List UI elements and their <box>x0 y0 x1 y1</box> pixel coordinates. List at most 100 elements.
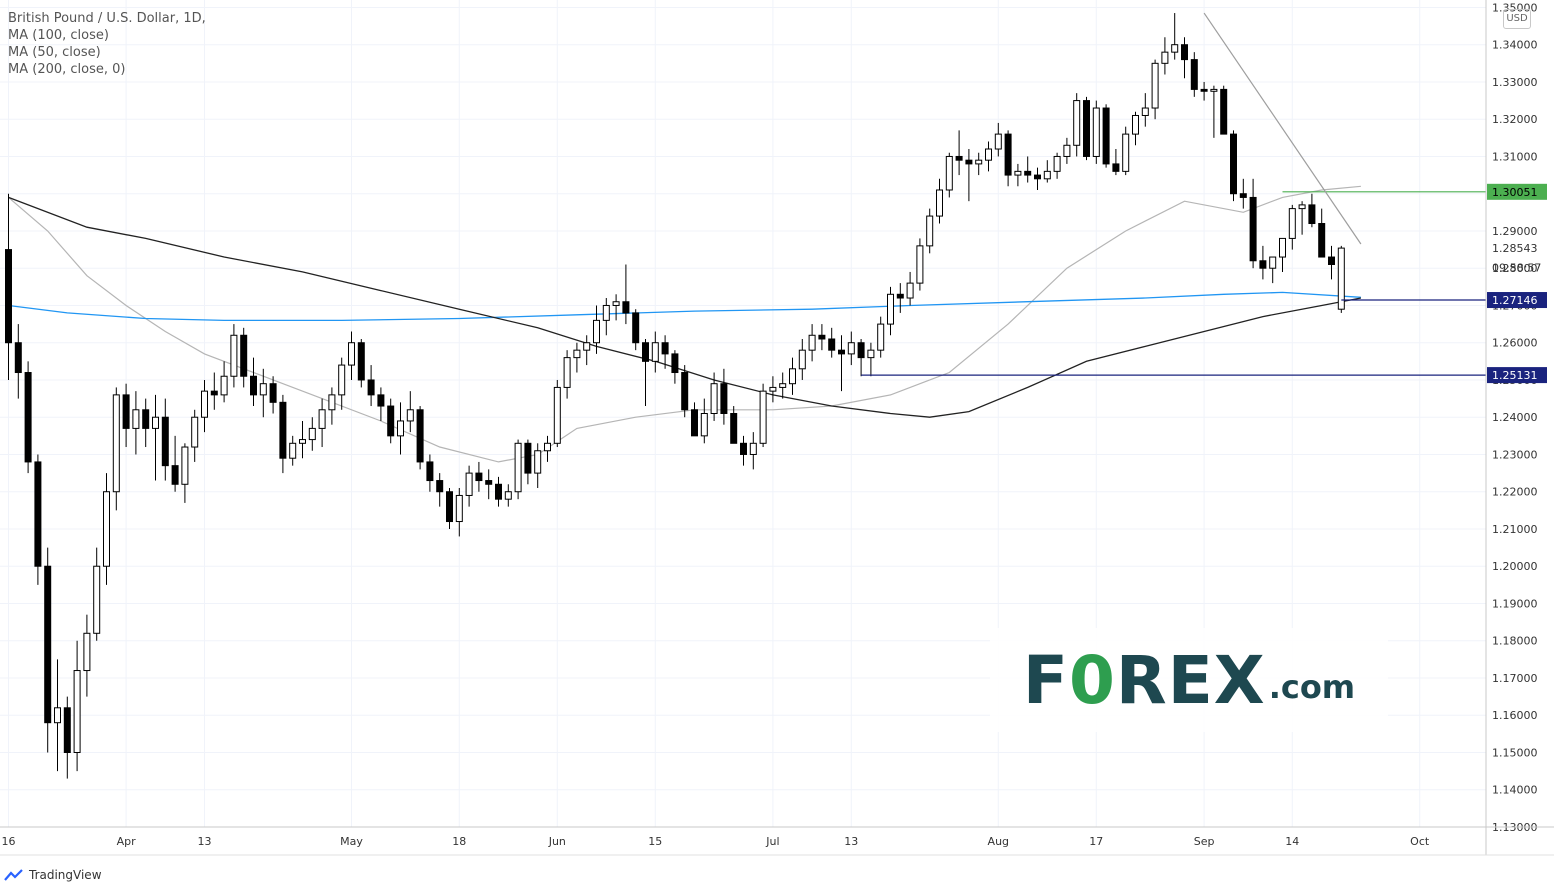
x-tick-label: Jul <box>765 835 779 848</box>
x-tick-label: Sep <box>1194 835 1215 848</box>
candle-body-up <box>779 383 787 388</box>
candle-body-down <box>1034 174 1041 180</box>
candle <box>357 338 365 388</box>
candle <box>191 409 199 462</box>
candle-body-up <box>906 282 914 299</box>
candle <box>93 547 101 641</box>
legend-title: British Pound / U.S. Dollar, 1D, <box>8 11 206 26</box>
candle <box>1337 245 1345 313</box>
candle-body-up <box>259 383 267 396</box>
y-tick-label: 1.33000 <box>1492 76 1538 89</box>
candle-body-up <box>112 394 120 493</box>
candle-body-up <box>299 439 306 444</box>
candle-body-up <box>230 334 238 377</box>
candle <box>397 402 404 455</box>
candle-body-down <box>1239 193 1247 198</box>
candle-body-up <box>1043 170 1051 180</box>
candle-body-up <box>406 409 414 422</box>
candle <box>1308 193 1316 228</box>
y-tick-label: 1.21000 <box>1492 523 1538 536</box>
y-tick-label: 1.14000 <box>1492 784 1538 797</box>
candle <box>436 473 444 507</box>
candle-body-up <box>348 342 355 366</box>
candle-body-up <box>1161 51 1169 64</box>
currency-button[interactable]: USD <box>1503 9 1531 29</box>
watermark-brand: F0REX <box>1022 641 1266 719</box>
candle-body-down <box>269 383 277 403</box>
candle <box>573 342 581 373</box>
candle <box>465 465 473 507</box>
y-tick-label: 1.23000 <box>1492 448 1538 461</box>
tradingview-footer[interactable]: TradingView <box>4 864 102 886</box>
candle-body-up <box>504 491 512 500</box>
candle-body-up <box>1141 107 1149 116</box>
candle-body-up <box>1053 155 1061 172</box>
candle-body-up <box>465 472 473 496</box>
forex-watermark: F0REX .com <box>990 628 1388 732</box>
candle <box>534 443 542 489</box>
candle <box>779 372 787 399</box>
candle-body-up <box>887 293 894 325</box>
candle-body-down <box>436 480 444 493</box>
legend: British Pound / U.S. Dollar, 1D, MA (100… <box>8 10 206 78</box>
candle <box>455 488 463 537</box>
candle-body-up <box>759 390 767 444</box>
y-tick-label: 1.34000 <box>1492 39 1538 52</box>
y-tick-label: 1.16000 <box>1492 709 1538 722</box>
candle <box>1053 152 1061 179</box>
candle <box>446 488 453 529</box>
candle <box>857 338 865 377</box>
candle <box>406 391 414 433</box>
candle <box>122 383 130 448</box>
candle-body-up <box>220 375 228 396</box>
candle-body-down <box>681 372 689 411</box>
candle-body-up <box>1151 62 1159 109</box>
candle <box>1239 178 1247 209</box>
candle-body-up <box>1063 144 1071 157</box>
candle <box>1083 96 1090 161</box>
candle <box>906 271 914 306</box>
candle <box>142 398 150 448</box>
candle-body-up <box>710 383 718 415</box>
candle <box>661 335 669 369</box>
candle <box>994 122 1002 157</box>
candle <box>877 316 885 358</box>
candle-body-down <box>63 707 71 753</box>
candle-body-up <box>514 442 522 493</box>
candle <box>54 659 61 772</box>
candle <box>1004 130 1012 187</box>
candle <box>1298 201 1306 235</box>
candle-body-up <box>338 364 346 396</box>
moving-averages <box>8 185 1362 463</box>
candle-body-up <box>789 368 796 385</box>
candle <box>1259 245 1267 280</box>
y-tick-label: 1.26000 <box>1492 337 1538 350</box>
candle <box>1014 163 1022 187</box>
candle <box>1034 167 1041 190</box>
y-tick-label: 1.24000 <box>1492 411 1538 424</box>
candle-body-up <box>936 189 943 217</box>
candle <box>622 264 630 325</box>
candle <box>1161 37 1169 75</box>
candle-body-up <box>975 159 983 165</box>
candle-body-up <box>1122 133 1130 172</box>
candle-body-down <box>1024 170 1032 176</box>
candle <box>367 365 375 407</box>
x-tick-label: 15 <box>648 835 662 848</box>
candle-body-down <box>622 301 630 314</box>
candle-body-up <box>1279 237 1286 258</box>
candle <box>83 614 91 697</box>
candle-body-up <box>1337 247 1345 310</box>
y-tick-label: 1.19000 <box>1492 597 1538 610</box>
candle <box>1122 126 1130 176</box>
candle-body-up <box>318 409 326 429</box>
candle <box>152 394 159 481</box>
candle-body-up <box>1014 170 1022 176</box>
candle <box>201 379 208 433</box>
candle <box>632 309 640 351</box>
candle-body-down <box>1318 223 1326 258</box>
candle-body-down <box>671 353 679 374</box>
candle <box>318 398 326 448</box>
axes: 1.350001.340001.330001.320001.310001.300… <box>0 0 1554 856</box>
